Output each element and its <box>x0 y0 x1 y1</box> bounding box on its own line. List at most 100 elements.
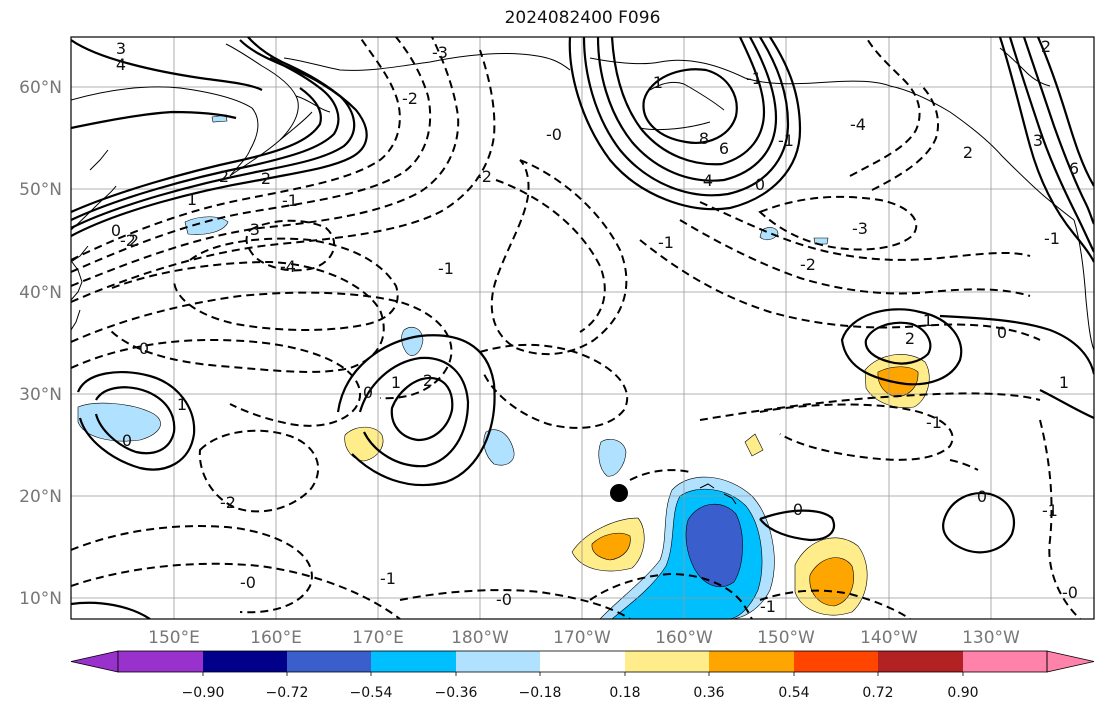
lon-label: 160°E <box>250 628 302 648</box>
contour-label: -3 <box>432 43 448 62</box>
contour-label: -1 <box>658 233 674 252</box>
colorbar-segment <box>203 651 287 672</box>
contour-label: 2 <box>1041 37 1051 56</box>
map-content: 3 4 2 2 1 0 -2 -3 -4 -1 -2 -3 -1 0 0 1 2… <box>71 37 1094 619</box>
contour-label: -1 <box>926 413 942 432</box>
contour-label: -1 <box>746 69 762 88</box>
colorbar-tick: −0.54 <box>350 685 393 701</box>
contour-label: 0 <box>363 383 373 402</box>
contour-label: -2 <box>402 89 418 108</box>
map-title: 2024082400 F096 <box>504 8 661 28</box>
contour-label: -1 <box>282 191 298 210</box>
colorbar-tick: 0.90 <box>947 685 978 701</box>
contour-label: -3 <box>852 219 868 238</box>
lon-label: 150°E <box>148 628 200 648</box>
contour-label: 0 <box>139 339 149 358</box>
contour-label: 4 <box>703 171 713 190</box>
colorbar-tick: −0.18 <box>519 685 562 701</box>
contour-label: -1 <box>1044 229 1060 248</box>
contour-label: -2 <box>120 231 136 250</box>
longitude-labels: 150°E 160°E 170°E 180°W 170°W 160°W 150°… <box>148 628 1020 648</box>
contour-label: 4 <box>116 55 126 74</box>
positive-shading <box>809 557 854 607</box>
map-background <box>71 37 1094 619</box>
contour-label: -1 <box>778 131 794 150</box>
contour-label: 0 <box>793 500 803 519</box>
colorbar-segment <box>371 651 456 672</box>
negative-contours <box>71 37 1081 619</box>
colorbar-extend-max <box>1046 650 1095 673</box>
colorbar <box>70 650 1095 676</box>
contour-label: -2 <box>220 493 236 512</box>
lat-label: 30°N <box>19 385 62 405</box>
lon-label: 180°W <box>451 628 509 648</box>
colorbar-tick: −0.90 <box>182 685 225 701</box>
contour-label: -0 <box>240 573 256 592</box>
colorbar-tick: −0.36 <box>435 685 478 701</box>
shading-layer <box>77 114 930 619</box>
contour-label: -1 <box>380 569 396 588</box>
contour-label: 1 <box>187 190 197 209</box>
colorbar-ticks: −0.90 −0.72 −0.54 −0.36 −0.18 0.18 0.36 … <box>182 685 979 701</box>
colorbar-segment <box>963 651 1047 672</box>
contour-label: 6 <box>719 139 729 158</box>
positive-contours <box>71 37 1094 619</box>
contour-label: -4 <box>280 257 296 276</box>
lat-label: 60°N <box>19 78 62 98</box>
map-frame <box>70 36 1095 620</box>
contour-label: 0 <box>977 487 987 506</box>
latitude-labels: 60°N 50°N 40°N 30°N 20°N 10°N <box>19 78 62 609</box>
contour-label: -1 <box>1042 501 1058 520</box>
contour-label: 0 <box>122 431 132 450</box>
colorbar-tick: −0.72 <box>266 685 309 701</box>
contour-label: -3 <box>244 220 260 239</box>
contour-label: -4 <box>850 115 866 134</box>
contour-label: 2 <box>219 167 229 186</box>
negative-shading <box>184 216 229 235</box>
positive-shading <box>591 532 631 561</box>
contour-label: 1 <box>177 395 187 414</box>
lon-label: 170°W <box>553 628 611 648</box>
lon-label: 170°E <box>352 628 404 648</box>
negative-shading <box>813 237 829 245</box>
negative-shading <box>483 429 515 466</box>
contour-label: 1 <box>391 373 401 392</box>
lon-label: 130°W <box>962 628 1020 648</box>
contour-label: -0 <box>496 590 512 609</box>
negative-shading <box>77 402 161 442</box>
contour-label: 0 <box>997 323 1007 342</box>
contour-label: 1 <box>653 73 663 92</box>
lon-label: 150°W <box>757 628 815 648</box>
contour-label: 1 <box>1059 373 1069 392</box>
colorbar-segment <box>540 651 625 672</box>
contour-label: 3 <box>116 39 126 58</box>
colorbar-tick: 0.54 <box>778 685 809 701</box>
contour-label: 2 <box>129 231 139 250</box>
contour-label: -1 <box>438 259 454 278</box>
lat-label: 20°N <box>19 487 62 507</box>
colorbar-segment <box>625 651 709 672</box>
colorbar-segment <box>878 651 963 672</box>
contour-label: -0 <box>1062 583 1078 602</box>
contour-label: 2 <box>423 371 433 390</box>
contour-label: -0 <box>546 125 562 144</box>
lon-label: 140°W <box>860 628 918 648</box>
lat-label: 50°N <box>19 180 62 200</box>
colorbar-tick: 0.18 <box>609 685 640 701</box>
colorbar-tick: 0.72 <box>862 685 893 701</box>
colorbar-segment <box>709 651 794 672</box>
positive-shading <box>744 433 764 457</box>
colorbar-tick: 0.36 <box>693 685 724 701</box>
storm-center-marker <box>610 484 628 502</box>
contour-label: -2 <box>800 255 816 274</box>
contour-label: 3 <box>1033 131 1043 150</box>
colorbar-segment <box>118 651 203 672</box>
colorbar-outline <box>117 650 1048 673</box>
contour-label: -2 <box>476 167 492 186</box>
lon-label: 160°W <box>655 628 713 648</box>
contour-labels: 3 4 2 2 1 0 -2 -3 -4 -1 -2 -3 -1 0 0 1 2… <box>111 37 1079 616</box>
contour-label: 2 <box>905 329 915 348</box>
contour-label: 2 <box>261 169 271 188</box>
contour-label: 0 <box>111 221 121 240</box>
